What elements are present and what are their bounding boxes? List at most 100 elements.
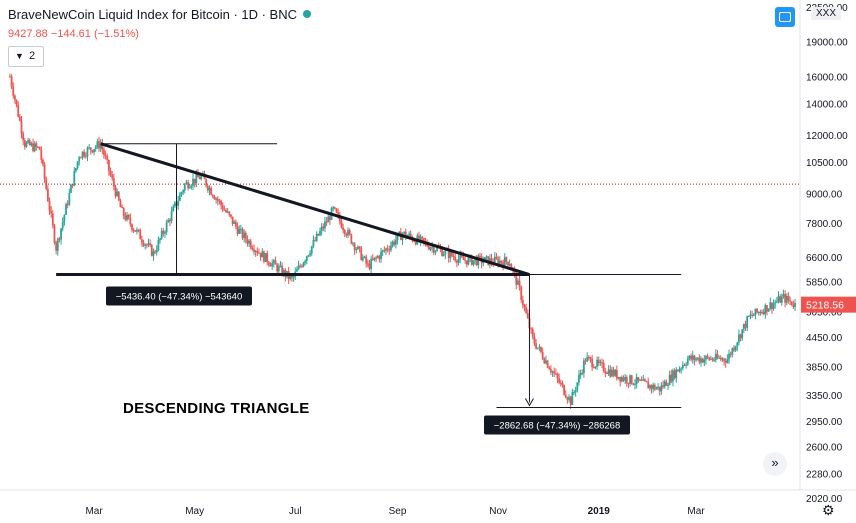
candle-body: [403, 231, 406, 234]
candle-body: [327, 216, 330, 223]
candle-body: [183, 184, 186, 191]
candle-body: [71, 184, 74, 186]
candle-body: [520, 286, 523, 301]
measure-label-top-text: −5436.40 (−47.34%) −543640: [116, 292, 243, 303]
candle-body: [145, 244, 148, 246]
candle-body: [65, 203, 67, 215]
candle-body: [606, 373, 608, 375]
candle-body: [484, 257, 486, 262]
candle-body: [333, 207, 336, 209]
fullscreen-button[interactable]: [775, 7, 795, 27]
candle-body: [662, 385, 664, 387]
indicator-count: 2: [29, 50, 36, 62]
candle-body: [452, 255, 455, 258]
candle-body: [277, 266, 280, 272]
candle-body: [563, 385, 566, 395]
candle-body: [581, 373, 584, 375]
candle-body: [436, 247, 439, 251]
candle-body: [66, 203, 69, 205]
candle-body: [136, 229, 138, 232]
measure-label-bottom-bg: [484, 415, 630, 435]
candle-body: [696, 357, 699, 359]
candle-body: [150, 244, 153, 256]
candle-body: [584, 360, 587, 362]
candle-body: [365, 256, 368, 264]
candle-body: [208, 187, 211, 191]
candle-body: [559, 382, 562, 384]
candle-body: [766, 305, 768, 312]
candle-body: [470, 255, 473, 265]
candle-body: [50, 210, 53, 214]
candle-body: [269, 264, 272, 267]
candle-body: [691, 355, 694, 360]
candle-body: [680, 368, 683, 370]
candle-body: [276, 264, 279, 272]
y-tick-label: 3350.00: [806, 391, 843, 402]
candle-body: [225, 210, 227, 213]
candle-body: [385, 248, 387, 251]
candle-body: [714, 353, 717, 360]
candle-body: [574, 390, 577, 392]
candle-body: [253, 249, 255, 252]
candle-body: [731, 348, 734, 355]
candle-body: [457, 258, 460, 263]
candle-body: [300, 266, 303, 268]
candle-body: [790, 301, 793, 306]
candle-body: [193, 178, 196, 184]
candle-body: [705, 355, 707, 360]
candle-body: [332, 207, 335, 209]
candle-body: [312, 240, 315, 247]
candle-body: [33, 143, 36, 152]
candle-body: [93, 149, 95, 153]
candle-body: [281, 265, 283, 275]
candle-body: [386, 248, 389, 250]
y-tick-label: 12000.00: [806, 131, 848, 142]
candle-body: [645, 381, 648, 383]
candle-body: [620, 377, 623, 382]
candle-body: [169, 219, 171, 222]
candle-body: [22, 133, 25, 141]
candle-body: [784, 293, 787, 303]
candle-body: [719, 357, 722, 360]
candle-body: [521, 300, 524, 306]
candle-body: [767, 308, 770, 312]
candle-body: [421, 236, 424, 239]
candle-body: [429, 247, 432, 250]
candle-body: [157, 239, 160, 251]
candle-body: [690, 355, 692, 360]
candle-body: [335, 208, 338, 213]
candle-body: [398, 231, 401, 234]
candle-body: [376, 256, 379, 258]
candle-body: [238, 229, 241, 234]
candle-body: [460, 254, 463, 257]
candle-body: [517, 280, 519, 285]
candle-body: [348, 230, 351, 235]
candle-body: [314, 240, 316, 242]
gear-icon[interactable]: ⚙: [822, 502, 835, 518]
x-tick-label: Mar: [85, 506, 103, 517]
candle-body: [507, 261, 509, 266]
candle-body: [550, 369, 552, 373]
candle-body: [233, 221, 236, 224]
candle-body: [192, 178, 194, 186]
y-tick-label: 2600.00: [806, 443, 843, 454]
indicator-collapse-button[interactable]: ▼ 2: [8, 46, 44, 67]
candle-body: [370, 258, 373, 269]
candle-body: [83, 151, 86, 157]
candle-body: [393, 241, 396, 245]
candle-body: [45, 178, 48, 190]
candle-body: [434, 250, 437, 253]
scroll-to-realtime-button[interactable]: »: [763, 452, 787, 476]
candle-body: [187, 182, 189, 189]
candle-body: [190, 185, 193, 188]
candle-body: [485, 256, 488, 258]
candle-body: [73, 171, 76, 186]
candle-body: [368, 263, 371, 269]
candle-body: [787, 295, 790, 301]
candle-body: [121, 207, 123, 209]
candle-body: [40, 149, 43, 160]
candle-body: [629, 375, 631, 384]
candle-body: [185, 182, 188, 185]
